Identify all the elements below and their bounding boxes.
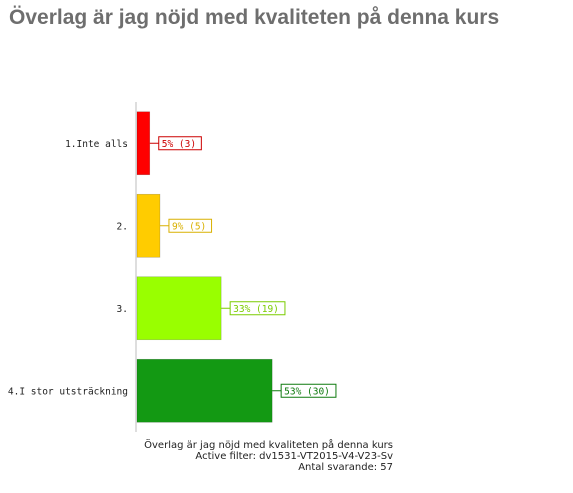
data-label-box-4 [280,383,337,398]
category-label-4: 4.I stor utsträckning [8,386,128,397]
data-label-4: 53% (30) [284,386,330,397]
data-label-3: 33% (19) [233,304,279,315]
chart-caption: Överlag är jag nöjd med kvaliteten på de… [144,440,393,473]
caption-filter: Active filter: dv1531-VT2015-V4-V23-Sv [195,451,393,462]
caption-question: Överlag är jag nöjd med kvaliteten på de… [144,440,393,451]
category-label-3: 3. [117,304,128,315]
bar-2 [136,193,161,258]
data-label-1: 5% (3) [162,139,196,150]
bar-1 [136,111,151,176]
caption-respondents: Antal svarande: 57 [298,462,393,473]
category-label-1: 1.Inte alls [65,139,128,150]
data-label-box-3 [229,301,286,316]
data-label-box-2 [168,218,213,233]
bar-3 [136,276,222,341]
page-title: Överlag är jag nöjd med kvaliteten på de… [9,6,500,29]
data-label-box-1 [158,136,202,151]
data-label-2: 9% (5) [172,221,206,232]
category-label-2: 2. [117,221,128,232]
bar-4 [136,358,273,423]
